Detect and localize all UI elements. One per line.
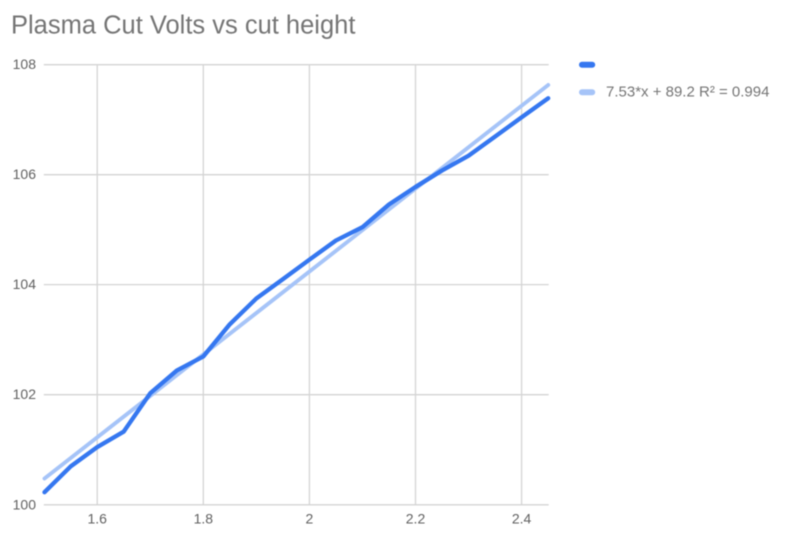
svg-text:2: 2 — [306, 511, 314, 527]
svg-text:102: 102 — [13, 386, 37, 402]
svg-text:2.2: 2.2 — [406, 511, 426, 527]
svg-text:7.53*x + 89.2 R² = 0.994: 7.53*x + 89.2 R² = 0.994 — [606, 84, 769, 101]
svg-text:1.8: 1.8 — [194, 511, 214, 527]
svg-text:100: 100 — [13, 496, 37, 512]
svg-text:2.4: 2.4 — [512, 511, 532, 527]
svg-text:Plasma Cut Volts vs cut height: Plasma Cut Volts vs cut height — [11, 11, 355, 39]
svg-text:1.6: 1.6 — [87, 511, 107, 527]
svg-text:108: 108 — [13, 56, 37, 72]
svg-text:104: 104 — [13, 276, 37, 292]
svg-text:106: 106 — [13, 166, 37, 182]
